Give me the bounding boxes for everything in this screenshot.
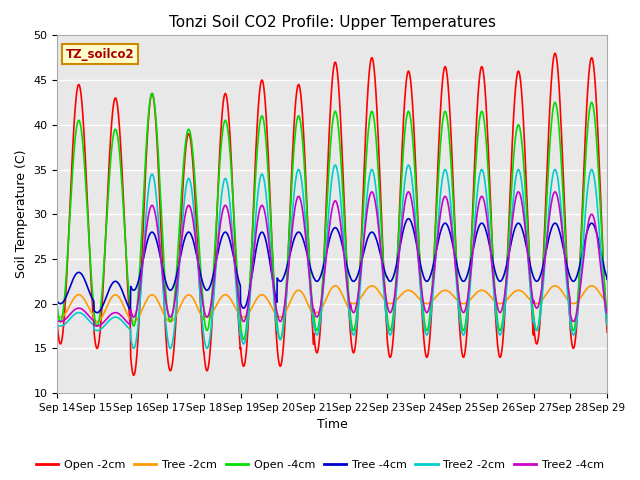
Line: Tree2 -4cm: Tree2 -4cm: [58, 192, 640, 326]
Tree -4cm: [54, 299, 61, 304]
Open -2cm: [527, 294, 535, 300]
Tree -4cm: [404, 216, 412, 222]
Tree2 -4cm: [93, 323, 101, 329]
Tree -4cm: [113, 278, 120, 284]
Tree2 -4cm: [386, 310, 394, 315]
Open -4cm: [527, 288, 535, 293]
Open -4cm: [112, 127, 120, 132]
Tree -2cm: [387, 301, 394, 307]
Tree2 -4cm: [239, 318, 246, 324]
Tree -2cm: [527, 298, 535, 304]
Tree -2cm: [239, 314, 246, 320]
Open -4cm: [148, 91, 156, 96]
Tree2 -2cm: [54, 322, 61, 328]
Open -2cm: [112, 96, 120, 101]
Tree -4cm: [239, 305, 246, 311]
Tree2 -2cm: [239, 340, 246, 346]
Tree2 -2cm: [332, 162, 339, 168]
Tree2 -2cm: [112, 314, 120, 320]
Open -2cm: [54, 324, 61, 330]
Text: TZ_soilco2: TZ_soilco2: [66, 48, 134, 61]
Y-axis label: Soil Temperature (C): Soil Temperature (C): [15, 150, 28, 278]
Open -2cm: [130, 372, 138, 378]
Tree -4cm: [93, 310, 101, 315]
Line: Tree -2cm: Tree -2cm: [58, 286, 640, 322]
Tree2 -2cm: [387, 332, 394, 338]
X-axis label: Time: Time: [317, 419, 348, 432]
Open -4cm: [240, 336, 248, 342]
Open -2cm: [551, 50, 559, 56]
Tree2 -4cm: [527, 284, 535, 290]
Open -4cm: [561, 219, 568, 225]
Tree2 -2cm: [561, 251, 568, 257]
Tree -2cm: [632, 289, 639, 295]
Open -2cm: [632, 151, 639, 156]
Tree -4cm: [527, 267, 535, 273]
Open -4cm: [239, 335, 246, 341]
Open -4cm: [632, 175, 639, 180]
Title: Tonzi Soil CO2 Profile: Upper Temperatures: Tonzi Soil CO2 Profile: Upper Temperatur…: [169, 15, 495, 30]
Tree -2cm: [93, 319, 101, 324]
Tree2 -4cm: [561, 250, 568, 255]
Tree -2cm: [54, 313, 61, 319]
Open -2cm: [386, 354, 394, 360]
Tree2 -2cm: [632, 221, 639, 227]
Tree2 -4cm: [54, 318, 61, 324]
Tree -2cm: [561, 292, 568, 298]
Open -4cm: [54, 305, 61, 311]
Tree2 -2cm: [527, 300, 535, 306]
Tree2 -4cm: [551, 189, 559, 195]
Open -4cm: [387, 328, 394, 334]
Legend: Open -2cm, Tree -2cm, Open -4cm, Tree -4cm, Tree2 -2cm, Tree2 -4cm: Open -2cm, Tree -2cm, Open -4cm, Tree -4…: [32, 456, 608, 474]
Line: Open -4cm: Open -4cm: [58, 94, 640, 339]
Tree -2cm: [368, 283, 376, 288]
Open -2cm: [239, 361, 246, 367]
Line: Open -2cm: Open -2cm: [58, 53, 640, 375]
Tree -4cm: [386, 278, 394, 284]
Tree2 -4cm: [113, 310, 120, 315]
Tree -4cm: [561, 251, 568, 256]
Line: Tree -4cm: Tree -4cm: [58, 219, 640, 312]
Tree -2cm: [113, 292, 120, 298]
Line: Tree2 -2cm: Tree2 -2cm: [58, 165, 640, 348]
Tree2 -4cm: [632, 245, 639, 251]
Tree -4cm: [632, 257, 639, 263]
Tree2 -2cm: [166, 346, 174, 351]
Open -2cm: [561, 203, 568, 208]
